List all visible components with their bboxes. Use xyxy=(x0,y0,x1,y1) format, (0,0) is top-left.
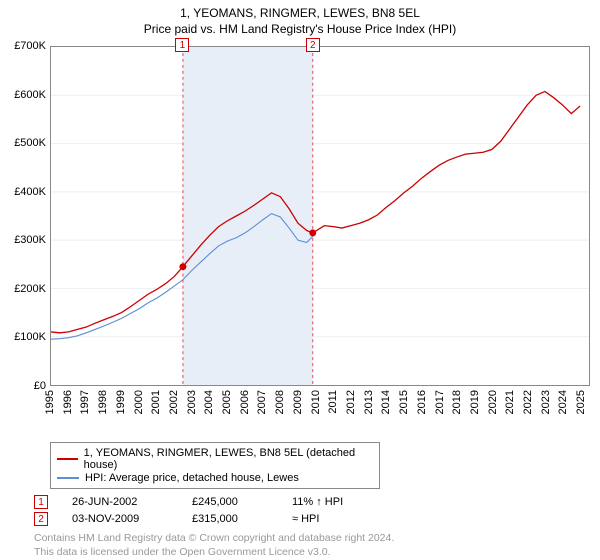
xtick-label: 2023 xyxy=(540,390,552,414)
xtick-label: 2015 xyxy=(398,390,410,414)
xtick-label: 2006 xyxy=(239,390,251,414)
xtick-label: 2000 xyxy=(133,390,145,414)
xtick-label: 2016 xyxy=(416,390,428,414)
xtick-label: 2022 xyxy=(522,390,534,414)
xtick-label: 2017 xyxy=(434,390,446,414)
marker-box-1: 1 xyxy=(175,38,189,52)
xtick-label: 2014 xyxy=(380,390,392,414)
ytick-label: £300K xyxy=(2,234,46,246)
sale-hpi-1: 11% ↑ HPI xyxy=(292,496,392,508)
ytick-label: £200K xyxy=(2,283,46,295)
xtick-label: 1996 xyxy=(62,390,74,414)
xtick-label: 2003 xyxy=(186,390,198,414)
ytick-label: £700K xyxy=(2,40,46,52)
ytick-label: £600K xyxy=(2,89,46,101)
sales-list: 1 26-JUN-2002 £245,000 11% ↑ HPI 2 03-NO… xyxy=(34,495,600,526)
footer-line1: Contains HM Land Registry data © Crown c… xyxy=(34,532,600,546)
xtick-label: 2021 xyxy=(504,390,516,414)
footer: Contains HM Land Registry data © Crown c… xyxy=(34,532,600,559)
legend-label-subject: 1, YEOMANS, RINGMER, LEWES, BN8 5EL (det… xyxy=(84,447,373,471)
xtick-label: 1997 xyxy=(79,390,91,414)
xtick-label: 2024 xyxy=(557,390,569,414)
chart-svg xyxy=(51,47,589,385)
chart-area: £0 £100K £200K £300K £400K £500K £600K £700K 19… xyxy=(0,40,600,440)
xtick-label: 2019 xyxy=(469,390,481,414)
xtick-label: 2025 xyxy=(575,390,587,414)
xtick-label: 2002 xyxy=(168,390,180,414)
xtick-label: 2012 xyxy=(345,390,357,414)
xtick-label: 2020 xyxy=(487,390,499,414)
xtick-label: 2007 xyxy=(256,390,268,414)
ytick-label: £100K xyxy=(2,331,46,343)
title-line2: Price paid vs. HM Land Registry's House … xyxy=(0,22,600,36)
xtick-label: 2004 xyxy=(203,390,215,414)
sale-date-2: 03-NOV-2009 xyxy=(72,513,192,525)
legend-row-subject: 1, YEOMANS, RINGMER, LEWES, BN8 5EL (det… xyxy=(57,447,373,471)
footer-line2: This data is licensed under the Open Gov… xyxy=(34,546,600,560)
xtick-label: 1998 xyxy=(97,390,109,414)
xtick-label: 2011 xyxy=(327,390,339,414)
title-line1: 1, YEOMANS, RINGMER, LEWES, BN8 5EL xyxy=(0,6,600,20)
xtick-label: 1995 xyxy=(44,390,56,414)
xtick-label: 2008 xyxy=(274,390,286,414)
legend-row-hpi: HPI: Average price, detached house, Lewe… xyxy=(57,472,373,484)
xtick-label: 2009 xyxy=(292,390,304,414)
ytick-label: £500K xyxy=(2,137,46,149)
sale-row-2: 2 03-NOV-2009 £315,000 ≈ HPI xyxy=(34,512,600,526)
title-block: 1, YEOMANS, RINGMER, LEWES, BN8 5EL Pric… xyxy=(0,0,600,40)
legend-label-hpi: HPI: Average price, detached house, Lewe… xyxy=(85,472,299,484)
legend-swatch-subject xyxy=(57,458,78,460)
sale-price-2: £315,000 xyxy=(192,513,292,525)
sale-date-1: 26-JUN-2002 xyxy=(72,496,192,508)
marker-box-2: 2 xyxy=(306,38,320,52)
legend: 1, YEOMANS, RINGMER, LEWES, BN8 5EL (det… xyxy=(50,442,380,489)
sale-marker-1: 1 xyxy=(34,495,48,509)
plot xyxy=(50,46,590,386)
sale-row-1: 1 26-JUN-2002 £245,000 11% ↑ HPI xyxy=(34,495,600,509)
legend-swatch-hpi xyxy=(57,477,79,479)
xtick-label: 2013 xyxy=(363,390,375,414)
ytick-label: £400K xyxy=(2,186,46,198)
ytick-label: £0 xyxy=(2,380,46,392)
sale-price-1: £245,000 xyxy=(192,496,292,508)
xtick-label: 2018 xyxy=(451,390,463,414)
xtick-label: 1999 xyxy=(115,390,127,414)
xtick-label: 2001 xyxy=(150,390,162,414)
sale-marker-2: 2 xyxy=(34,512,48,526)
sale-hpi-2: ≈ HPI xyxy=(292,513,392,525)
xtick-label: 2005 xyxy=(221,390,233,414)
xtick-label: 2010 xyxy=(310,390,322,414)
